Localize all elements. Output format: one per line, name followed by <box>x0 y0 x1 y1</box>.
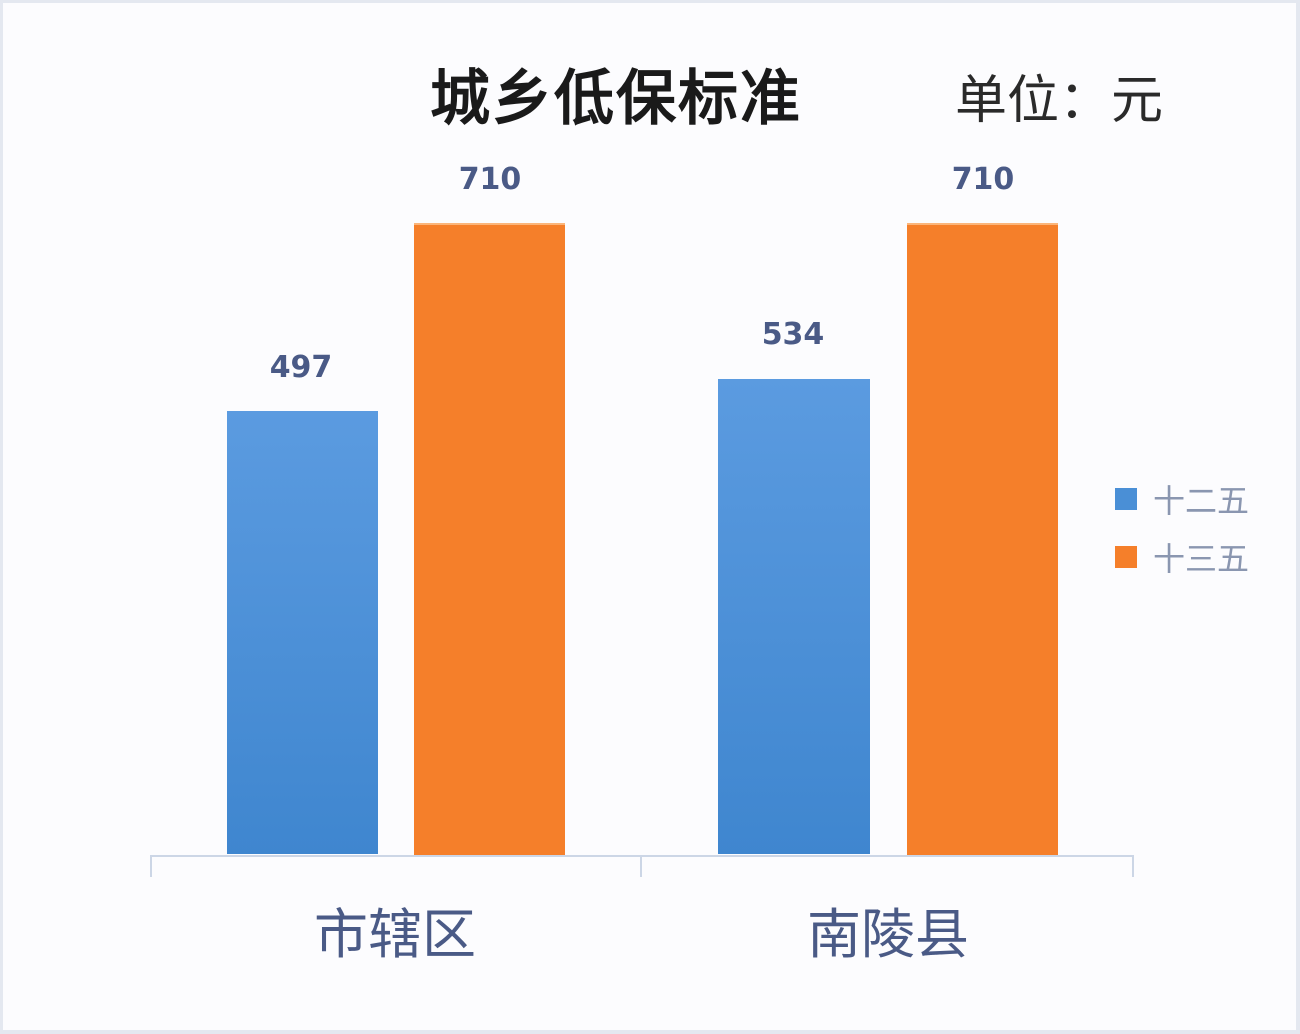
legend-item: 十二五 <box>1115 470 1249 528</box>
legend-swatch-orange <box>1115 546 1137 568</box>
unit-label: 单位：元 <box>955 71 1164 131</box>
legend-item: 十三五 <box>1115 528 1249 586</box>
value-label: 534 <box>761 317 825 352</box>
x-axis <box>150 855 1134 877</box>
value-label: 710 <box>458 162 522 197</box>
legend-swatch-blue <box>1115 488 1137 510</box>
value-label: 710 <box>951 162 1015 197</box>
chart-title: 城乡低保标准 <box>430 64 802 134</box>
x-axis-tick <box>150 855 152 877</box>
bar-shixiaqu-12th <box>227 411 378 854</box>
legend-label: 十三五 <box>1153 540 1250 578</box>
category-label: 南陵县 <box>807 903 969 966</box>
value-label: 497 <box>269 350 333 385</box>
bar-nanlingxian-12th <box>718 379 870 854</box>
legend: 十二五 十三五 <box>1115 470 1249 586</box>
legend-label: 十二五 <box>1153 482 1250 520</box>
bar-shixiaqu-13th <box>414 223 565 856</box>
category-label: 市辖区 <box>314 903 476 966</box>
x-axis-tick <box>640 855 642 877</box>
x-axis-tick <box>1132 855 1134 877</box>
chart-frame <box>3 3 1296 1030</box>
bar-nanlingxian-13th <box>907 223 1058 856</box>
